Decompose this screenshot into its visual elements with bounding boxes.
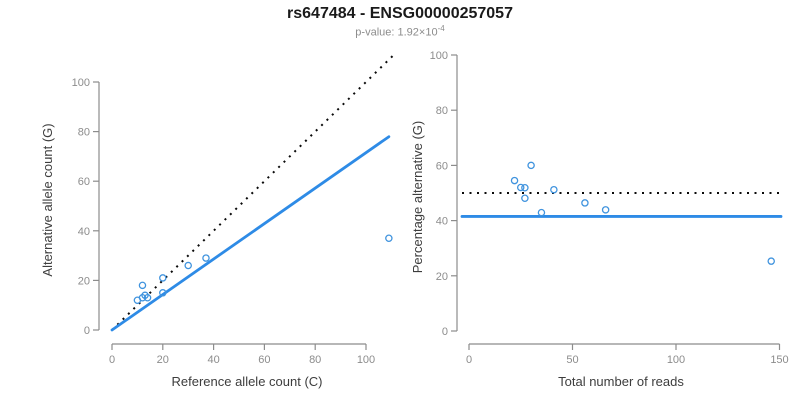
y-tick-label: 20 (78, 275, 90, 287)
data-point (601, 206, 610, 214)
data-point (184, 261, 192, 270)
y-tick-label: 100 (430, 50, 448, 62)
right-y-axis-title: Percentage alternative (G) (410, 121, 425, 273)
pvalue-exponent: -4 (437, 24, 445, 33)
y-tick-label: 80 (436, 105, 448, 117)
data-point (159, 289, 167, 297)
right-data-points (510, 161, 775, 265)
right-trend-lines (460, 192, 783, 218)
x-tick-label: 0 (466, 354, 472, 366)
data-point (537, 208, 546, 217)
y-tick-label: 0 (442, 326, 448, 338)
x-tick-label: 150 (770, 354, 788, 366)
x-tick-label: 20 (157, 354, 169, 366)
x-tick-label: 80 (309, 354, 321, 366)
y-tick-label: 60 (436, 160, 448, 172)
left-y-axis-title: Alternative allele count (G) (40, 123, 55, 276)
y-tick-label: 40 (436, 216, 448, 228)
left-scatter-panel: 0 20 40 60 80 100 0 20 40 60 80 100 Reference allel… (40, 55, 394, 389)
left-data-points (133, 234, 393, 304)
left-axes: 0 20 40 60 80 100 0 20 40 60 80 100 (72, 77, 376, 366)
y-tick-label: 40 (78, 226, 90, 238)
data-point (550, 185, 558, 194)
right-scatter-panel: 0 50 100 150 0 20 40 60 80 100 Total number of re… (410, 50, 789, 389)
y-tick-label: 20 (436, 271, 448, 283)
data-point (385, 234, 393, 242)
data-point (527, 161, 535, 170)
data-point (143, 294, 152, 302)
x-tick-label: 100 (667, 354, 685, 366)
y-tick-label: 0 (84, 325, 90, 337)
data-point (510, 176, 519, 185)
figure-title: rs647484 - ENSG00000257057 (287, 5, 513, 22)
y-tick-label: 100 (72, 77, 90, 89)
identity-dotted-line (111, 55, 394, 331)
x-tick-label: 100 (357, 354, 375, 366)
pvalue-mantissa: 1.92×10 (397, 26, 438, 39)
x-tick-label: 0 (109, 354, 115, 366)
x-tick-label: 40 (207, 354, 219, 366)
x-tick-label: 50 (566, 354, 578, 366)
data-point (517, 183, 525, 192)
figure-subtitle: p-value: 1.92×10-4 (0, 24, 800, 39)
data-point (521, 184, 529, 192)
right-x-axis-title: Total number of reads (558, 374, 684, 389)
x-tick-label: 60 (258, 354, 270, 366)
data-point (581, 199, 589, 207)
data-point (138, 281, 147, 290)
data-point (767, 257, 775, 265)
left-x-axis-title: Reference allele count (C) (171, 374, 322, 389)
y-tick-label: 80 (78, 127, 90, 139)
regression-solid-line (110, 135, 391, 332)
y-tick-label: 60 (78, 176, 90, 188)
data-point (521, 194, 529, 202)
pvalue-label: p-value: (355, 26, 398, 39)
data-point (202, 254, 210, 262)
left-trend-lines (110, 55, 394, 332)
right-axes: 0 50 100 150 0 20 40 60 80 100 (430, 50, 789, 366)
data-point (159, 274, 167, 282)
